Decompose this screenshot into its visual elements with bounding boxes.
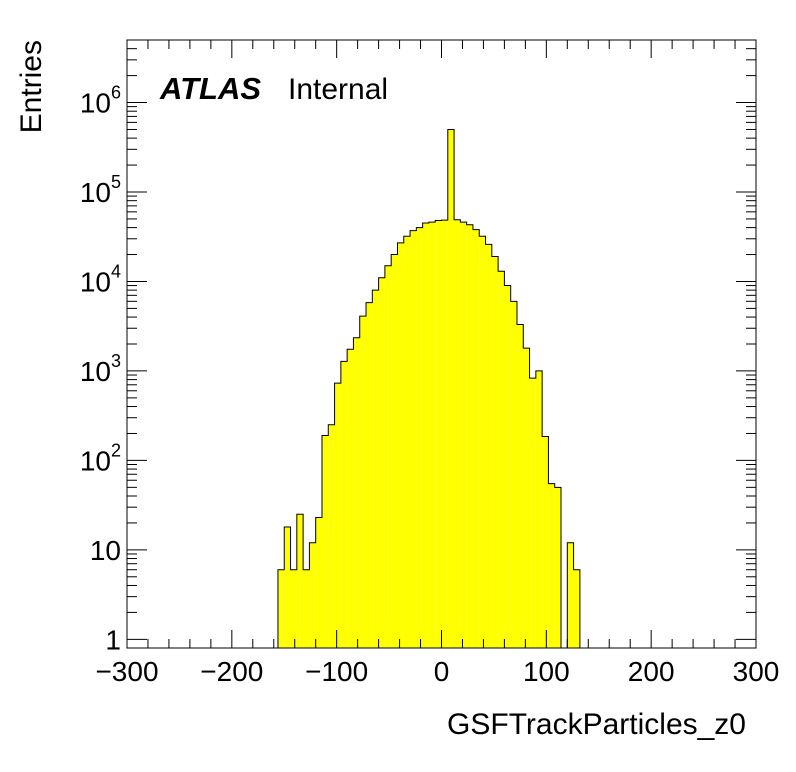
x-tick-label: 200 (628, 656, 675, 687)
histogram-bin (353, 337, 360, 648)
histogram-bin (447, 129, 455, 649)
histogram-bin (504, 285, 511, 648)
y-tick-label: 1 (105, 624, 121, 655)
histogram-bin (542, 436, 549, 648)
x-tick-label: −200 (200, 656, 263, 687)
histogram-bin (372, 290, 379, 648)
histogram-bin (535, 370, 543, 648)
histogram-bin (416, 227, 423, 648)
x-tick-label: −300 (95, 656, 158, 687)
histogram-bin (277, 569, 285, 648)
x-tick-label: 0 (434, 656, 450, 687)
histogram-bin (340, 361, 348, 648)
y-tick-label: 105 (80, 172, 121, 208)
histogram-bin (403, 236, 411, 649)
y-tick-label: 106 (80, 83, 121, 119)
histogram-bin (548, 483, 555, 648)
histogram-bin (366, 302, 373, 648)
histogram-bars (277, 128, 581, 649)
x-tick-label: 300 (733, 656, 780, 687)
x-tick-label: 100 (523, 656, 570, 687)
histogram-bin (460, 222, 467, 648)
histogram-bin (491, 256, 499, 648)
histogram-bin (422, 223, 429, 648)
histogram-bin (321, 435, 329, 648)
histogram-bin (290, 569, 297, 648)
histogram-bin (573, 569, 580, 648)
histogram-bin (466, 224, 473, 648)
histogram-bin (523, 348, 530, 648)
histogram-bin (554, 487, 562, 648)
histogram-bin (334, 383, 341, 648)
histogram-bin (567, 542, 574, 648)
histogram-bin (410, 230, 417, 648)
histogram-bin (516, 324, 524, 648)
axis-ticks (126, 39, 757, 648)
y-tick-label: 10 (90, 535, 121, 566)
histogram-bin (296, 514, 304, 648)
histogram-bin (284, 527, 291, 648)
histogram-bin (472, 229, 480, 648)
histogram-bin (384, 265, 392, 648)
histogram-bin (378, 277, 385, 648)
histogram-bin (428, 222, 436, 648)
histogram-bin (359, 316, 367, 648)
histogram-bin (498, 271, 505, 648)
histogram-bin (397, 242, 404, 648)
histogram-bin (529, 378, 536, 648)
histogram-bin (485, 244, 492, 649)
y-axis-label: Entries (15, 40, 48, 133)
histogram-bin (454, 219, 461, 648)
x-tick-label: −100 (305, 656, 368, 687)
axis-tick-labels: −300 −200 −100 0 100 200 300 1 10 102 103 104 105 106 (80, 83, 780, 687)
histogram-outline (277, 128, 581, 649)
x-axis-label: GSFTrackParticles_z0 (447, 708, 746, 741)
histogram-bin (309, 542, 316, 648)
y-tick-label: 102 (80, 440, 121, 476)
histogram-bin (479, 236, 486, 649)
internal-label: Internal (288, 73, 388, 106)
histogram-bin (391, 254, 398, 648)
y-tick-label: 104 (80, 261, 121, 297)
histogram-bin (347, 349, 354, 648)
histogram-bin (510, 301, 517, 648)
histogram-bin (328, 424, 335, 648)
histogram-bin (441, 220, 448, 648)
atlas-label: ATLAS (159, 71, 261, 106)
histogram-bin (315, 517, 322, 648)
y-tick-label: 103 (80, 351, 121, 387)
histogram-bin (435, 220, 442, 648)
histogram-bin (303, 569, 310, 648)
